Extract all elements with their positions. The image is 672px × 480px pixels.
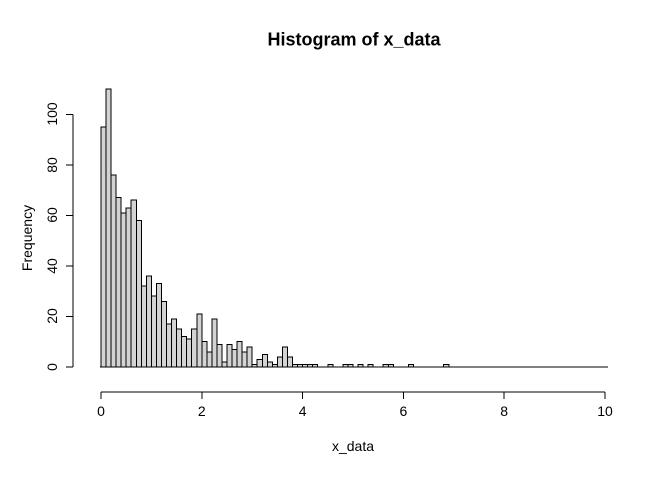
histogram-bar <box>221 361 228 368</box>
chart-title: Histogram of x_data <box>267 29 441 50</box>
histogram-bar <box>140 285 147 368</box>
histogram-bar <box>100 126 107 368</box>
histogram-bar <box>196 313 203 368</box>
histogram-bar <box>201 341 208 368</box>
histogram-bar <box>281 346 288 368</box>
histogram-bar <box>261 353 268 368</box>
histogram-bar <box>150 295 157 368</box>
histogram-bar <box>110 174 117 368</box>
histogram-bar <box>145 275 152 368</box>
x-tick-label: 8 <box>500 403 509 419</box>
histogram-bar <box>246 346 253 368</box>
y-tick-label: 60 <box>44 207 60 224</box>
x-tick-label: 0 <box>97 403 105 419</box>
histogram-bar <box>125 207 132 368</box>
histogram-bar <box>236 341 243 368</box>
histogram-bar <box>276 356 283 368</box>
histogram-bar <box>206 351 213 368</box>
histogram-bar <box>155 283 162 368</box>
histogram-bar <box>105 88 112 368</box>
x-axis-label: x_data <box>331 438 375 454</box>
histogram-bar <box>241 351 248 368</box>
histogram-bar <box>266 361 273 368</box>
y-axis-label: Frequency <box>19 204 35 272</box>
y-tick-label: 20 <box>44 308 60 325</box>
histogram-bar <box>211 318 218 368</box>
histogram-bar <box>226 343 233 368</box>
histogram-bar <box>166 323 173 368</box>
x-tick-label: 10 <box>597 403 613 419</box>
histogram-bar <box>191 328 198 368</box>
y-tick-label: 40 <box>44 258 60 274</box>
histogram-bar <box>171 318 178 368</box>
histogram-bar <box>256 358 263 368</box>
histogram-bar <box>160 300 168 368</box>
histogram-bar <box>186 338 193 368</box>
x-tick-label: 4 <box>298 403 307 419</box>
histogram-bar <box>115 197 122 368</box>
histogram-bar <box>216 343 223 368</box>
histogram-bar <box>130 199 137 368</box>
x-tick-label: 6 <box>399 403 408 419</box>
y-tick-label: 100 <box>44 102 60 126</box>
histogram-bar <box>286 356 294 368</box>
histogram-bar <box>176 328 183 368</box>
histogram-bar <box>135 219 142 368</box>
histogram-bar <box>120 212 127 368</box>
histogram-bar <box>181 336 188 368</box>
y-tick-label: 0 <box>44 363 60 371</box>
y-tick-label: 80 <box>44 157 60 173</box>
histogram-bar <box>231 348 238 368</box>
x-tick-label: 2 <box>197 403 206 419</box>
